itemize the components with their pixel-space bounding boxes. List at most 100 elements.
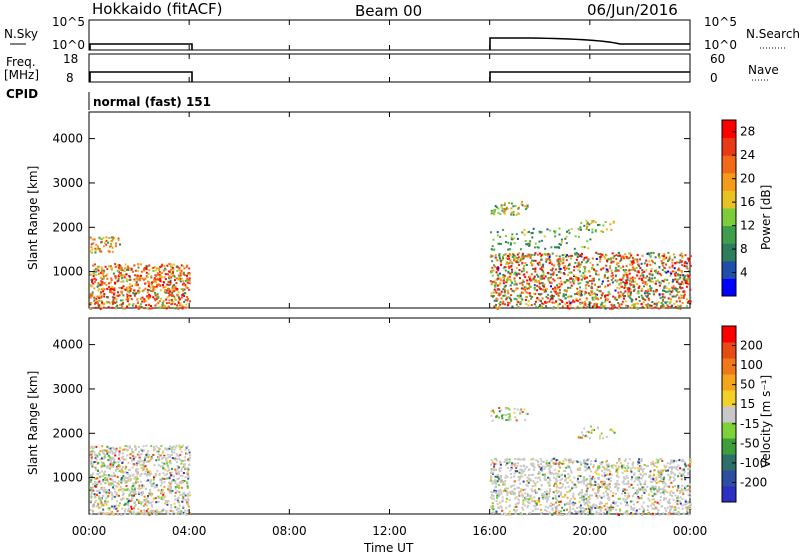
heatmap-cell: [595, 506, 598, 509]
heatmap-cell: [548, 277, 551, 280]
heatmap-cell: [676, 466, 679, 469]
heatmap-cell: [148, 474, 151, 477]
nsearch-tick-top: 10^5: [704, 15, 737, 29]
heatmap-cell: [508, 202, 511, 204]
heatmap-cell: [601, 484, 604, 487]
heatmap-cell: [500, 297, 503, 300]
heatmap-cell: [682, 469, 685, 472]
heatmap-cell: [574, 275, 577, 278]
heatmap-cell: [607, 509, 610, 512]
heatmap-cell: [94, 477, 97, 480]
heatmap-cell: [655, 303, 658, 305]
heatmap-cell: [90, 301, 93, 304]
heatmap-cell: [491, 255, 494, 258]
heatmap-cell: [182, 293, 185, 295]
heatmap-cell: [655, 304, 658, 307]
heatmap-cell: [631, 304, 634, 307]
heatmap-cell: [585, 490, 588, 493]
heatmap-cell: [600, 303, 603, 306]
heatmap-cell: [150, 493, 153, 496]
heatmap-cell: [182, 506, 185, 509]
heatmap-cell: [609, 480, 612, 482]
heatmap-cell: [677, 464, 680, 467]
heatmap-cell: [189, 273, 191, 276]
heatmap-cell: [90, 479, 93, 482]
heatmap-cell: [648, 306, 651, 309]
heatmap-cell: [533, 275, 536, 278]
heatmap-cell: [509, 278, 512, 281]
heatmap-cell: [113, 458, 116, 461]
heatmap-cell: [681, 458, 684, 461]
heatmap-cell: [174, 285, 177, 288]
heatmap-cell: [659, 458, 662, 461]
heatmap-cell: [89, 489, 92, 492]
heatmap-cell: [178, 267, 181, 270]
heatmap-cell: [154, 278, 157, 281]
freq-tick-bottom: 8: [66, 71, 74, 85]
heatmap-cell: [669, 502, 672, 505]
heatmap-cell: [501, 513, 503, 516]
heatmap-cell: [540, 274, 543, 277]
heatmap-cell: [661, 293, 664, 296]
heatmap-cell: [663, 492, 666, 495]
heatmap-cell: [645, 269, 648, 272]
heatmap-cell: [682, 274, 685, 277]
heatmap-cell: [137, 301, 139, 304]
heatmap-cell: [136, 467, 139, 470]
heatmap-cell: [498, 506, 500, 509]
heatmap-cell: [521, 262, 524, 265]
heatmap-cell: [162, 498, 165, 501]
heatmap-cell: [161, 301, 164, 304]
heatmap-cell: [659, 282, 662, 285]
heatmap-cell: [579, 289, 581, 292]
heatmap-cell: [636, 497, 639, 500]
heatmap-cell: [178, 507, 181, 510]
heatmap-cell: [133, 507, 135, 510]
heatmap-cell: [681, 489, 684, 492]
heatmap-cell: [595, 293, 598, 296]
heatmap-cell: [616, 482, 619, 485]
heatmap-cell: [525, 484, 528, 487]
heatmap-cell: [505, 497, 508, 500]
heatmap-cell: [169, 487, 172, 489]
heatmap-cell: [572, 504, 575, 507]
heatmap-cell: [133, 264, 136, 267]
heatmap-cell: [100, 241, 103, 244]
heatmap-cell: [122, 487, 125, 490]
heatmap-cell: [633, 285, 636, 288]
heatmap-cell: [630, 300, 633, 303]
heatmap-cell: [111, 498, 114, 501]
heatmap-cell: [670, 506, 673, 509]
heatmap-cell: [526, 231, 529, 234]
heatmap-cell: [657, 459, 660, 462]
heatmap-cell: [543, 496, 546, 499]
heatmap-cell: [689, 300, 692, 303]
heatmap-cell: [516, 287, 519, 290]
heatmap-cell: [635, 509, 638, 512]
heatmap-cell: [640, 477, 643, 480]
heatmap-cell: [620, 255, 623, 258]
heatmap-cell: [519, 475, 522, 478]
heatmap-cell: [124, 445, 127, 447]
heatmap-cell: [522, 279, 525, 282]
heatmap-cell: [674, 494, 677, 497]
heatmap-cell: [499, 272, 501, 275]
heatmap-cell: [182, 472, 185, 474]
heatmap-cell: [111, 450, 114, 453]
heatmap-cell: [531, 236, 534, 239]
heatmap-cell: [101, 301, 103, 304]
heatmap-cell: [607, 465, 610, 468]
heatmap-cell: [626, 288, 629, 291]
heatmap-cell: [552, 306, 555, 309]
heatmap-cell: [593, 484, 595, 487]
colorbar-segment: [722, 190, 736, 209]
heatmap-cell: [558, 302, 561, 305]
heatmap-cell: [620, 282, 622, 285]
heatmap-cell: [122, 294, 125, 297]
heatmap-cell: [689, 265, 692, 267]
heatmap-cell: [186, 306, 189, 309]
heatmap-cell: [181, 493, 184, 496]
heatmap-cell: [116, 269, 119, 272]
heatmap-cell: [504, 477, 507, 479]
heatmap-cell: [598, 494, 601, 497]
